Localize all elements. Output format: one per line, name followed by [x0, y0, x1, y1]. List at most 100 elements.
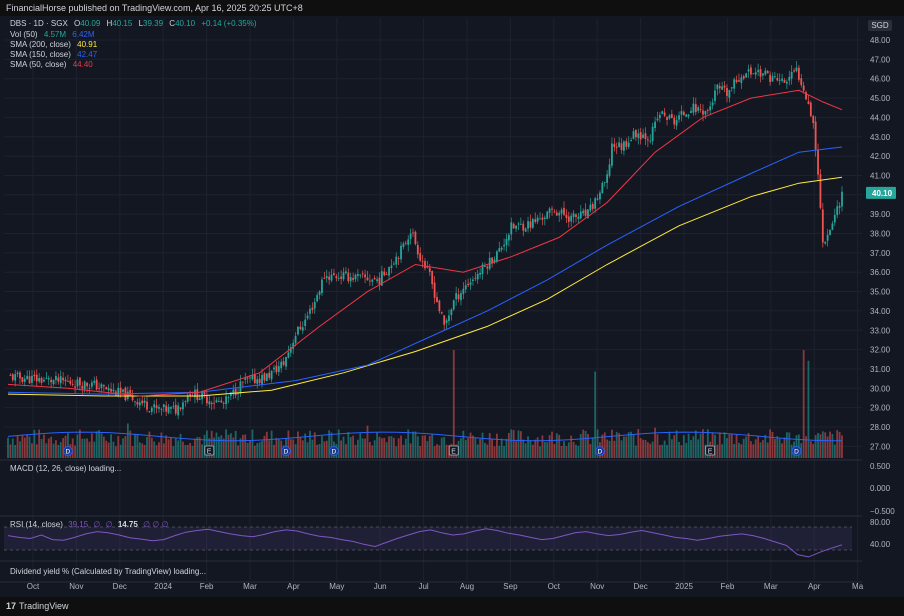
- volume-bar: [733, 443, 736, 458]
- candle-body: [359, 274, 362, 276]
- volume-bar: [428, 435, 431, 458]
- volume-bar: [311, 439, 314, 458]
- volume-bar: [510, 429, 513, 458]
- candle-body: [23, 378, 26, 382]
- candle-body: [486, 266, 489, 269]
- volume-bar: [752, 444, 755, 458]
- candle-body: [472, 279, 474, 281]
- candle-body: [81, 385, 84, 389]
- candle-body: [333, 273, 335, 275]
- candle-body: [757, 70, 760, 73]
- candle-body: [675, 120, 678, 126]
- volume-bar: [366, 425, 369, 458]
- candle-body: [479, 272, 482, 275]
- candle-body: [606, 174, 609, 183]
- volume-bar: [623, 436, 625, 458]
- low-label: L: [138, 19, 144, 28]
- volume-bar: [469, 432, 472, 458]
- candle-body: [560, 209, 563, 214]
- dividend-marker-label: D: [332, 449, 337, 456]
- volume-bar: [31, 443, 33, 458]
- volume-bar: [836, 430, 839, 458]
- sma150-label[interactable]: SMA (150, close): [10, 50, 71, 59]
- candle-body: [311, 307, 314, 310]
- volume-bar: [656, 434, 659, 458]
- candle-body: [249, 377, 251, 379]
- candle-body: [682, 111, 685, 116]
- candle-body: [553, 211, 556, 213]
- symbol-label[interactable]: DBS · 1D · SGX: [10, 19, 68, 28]
- volume-bar: [579, 433, 582, 458]
- volume-bar: [740, 444, 743, 458]
- dividend-marker-label: D: [794, 449, 799, 456]
- candle-body: [546, 211, 549, 219]
- volume-bar: [462, 430, 465, 458]
- volume-bar: [47, 438, 50, 458]
- rsi-label[interactable]: RSI (14, close): [10, 520, 63, 529]
- volume-bar: [484, 442, 486, 458]
- volume-bar: [560, 446, 563, 458]
- volume-bar: [838, 431, 841, 458]
- currency-badge[interactable]: SGD: [868, 20, 892, 31]
- volume-bar: [83, 438, 86, 458]
- macd-label[interactable]: MACD (12, 26, close) loading...: [10, 464, 122, 473]
- volume-bar: [673, 435, 676, 458]
- price-tick-label: 36.00: [870, 268, 891, 277]
- tradingview-brand[interactable]: 17 TradingView: [6, 601, 69, 611]
- candle-body: [316, 295, 319, 302]
- candle-body: [800, 78, 803, 86]
- sma200-label[interactable]: SMA (200, close): [10, 40, 71, 49]
- volume-bar: [519, 431, 522, 458]
- volume-bar: [16, 436, 19, 458]
- volume-bar: [167, 439, 170, 458]
- grid-lines: [0, 18, 862, 583]
- volume-bar: [397, 438, 400, 458]
- volume-label[interactable]: Vol (50): [10, 30, 38, 39]
- candle-body: [102, 384, 105, 387]
- volume-bar: [814, 435, 817, 458]
- candle-body: [277, 366, 280, 372]
- candle-body: [21, 377, 24, 383]
- candle-body: [258, 378, 261, 383]
- dividend-yield-label[interactable]: Dividend yield % (Calculated by TradingV…: [10, 567, 206, 576]
- candle-body: [673, 117, 676, 125]
- low-value: 39.39: [143, 19, 164, 28]
- volume-bar: [541, 435, 544, 458]
- sma50-label[interactable]: SMA (50, close): [10, 60, 67, 69]
- volume-bar: [543, 442, 546, 458]
- candle-body: [299, 326, 302, 330]
- volume-bar: [57, 444, 60, 458]
- volume-bar: [352, 435, 355, 458]
- candle-body: [783, 79, 786, 83]
- volume-bar: [263, 435, 266, 458]
- candle-body: [500, 247, 503, 250]
- candle-body: [402, 243, 405, 247]
- candle-body: [529, 221, 532, 228]
- volume-bar: [253, 445, 256, 458]
- volume-bar: [43, 434, 45, 458]
- volume-value-b: 6.42M: [72, 30, 95, 39]
- volume-bar: [771, 431, 774, 458]
- volume-bar: [769, 429, 772, 458]
- volume-bar: [440, 437, 443, 458]
- candle-body: [790, 71, 793, 79]
- volume-bar: [297, 431, 299, 458]
- volume-bar: [385, 442, 388, 458]
- candle-body: [162, 404, 165, 408]
- volume-bar: [433, 446, 436, 458]
- volume-bar: [467, 438, 470, 458]
- candle-body: [407, 239, 410, 245]
- volume-bar: [141, 443, 144, 458]
- volume-bar: [237, 445, 239, 458]
- volume-bar: [819, 434, 822, 458]
- high-value: 40.15: [112, 19, 133, 28]
- candle-body: [297, 326, 299, 335]
- candle-body: [831, 223, 834, 230]
- volume-bar: [388, 436, 390, 458]
- volume-bar: [270, 430, 273, 458]
- candle-body: [814, 121, 817, 151]
- volume-bar: [611, 429, 613, 458]
- candle-body: [105, 387, 108, 390]
- volume-bar: [833, 444, 836, 458]
